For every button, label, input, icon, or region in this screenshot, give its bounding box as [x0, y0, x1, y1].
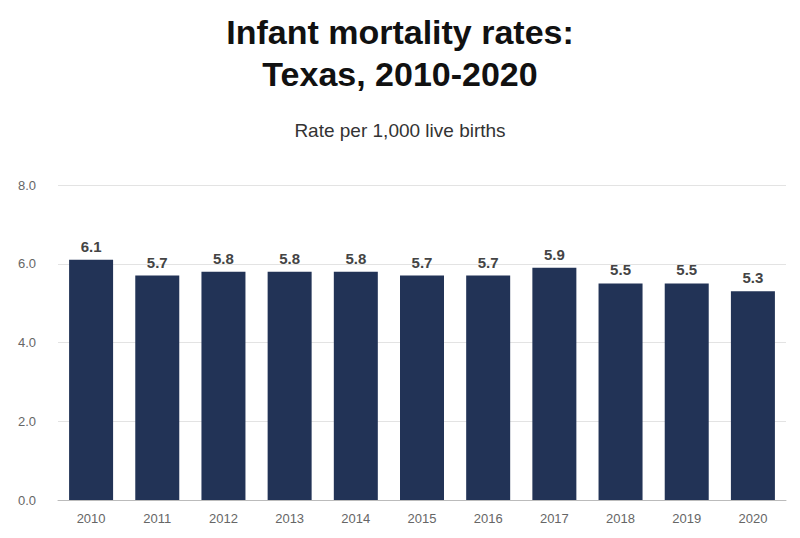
svg-text:5.7: 5.7: [147, 254, 168, 271]
svg-text:5.7: 5.7: [412, 254, 433, 271]
svg-text:5.8: 5.8: [345, 250, 366, 267]
svg-text:Texas, 2010-2020: Texas, 2010-2020: [262, 55, 537, 93]
svg-text:2017: 2017: [540, 511, 569, 526]
svg-text:2013: 2013: [275, 511, 304, 526]
svg-text:5.7: 5.7: [478, 254, 499, 271]
svg-text:2019: 2019: [672, 511, 701, 526]
svg-text:2018: 2018: [606, 511, 635, 526]
svg-text:5.8: 5.8: [213, 250, 234, 267]
svg-text:8.0: 8.0: [18, 178, 36, 193]
svg-text:5.5: 5.5: [610, 261, 631, 278]
svg-text:5.5: 5.5: [676, 261, 697, 278]
svg-text:5.3: 5.3: [742, 269, 763, 286]
svg-text:5.9: 5.9: [544, 246, 565, 263]
svg-text:6.1: 6.1: [81, 238, 102, 255]
svg-text:2012: 2012: [209, 511, 238, 526]
svg-text:2016: 2016: [474, 511, 503, 526]
svg-text:4.0: 4.0: [18, 335, 36, 350]
svg-text:0.0: 0.0: [18, 493, 36, 508]
svg-text:2.0: 2.0: [18, 414, 36, 429]
svg-text:2015: 2015: [408, 511, 437, 526]
svg-text:6.0: 6.0: [18, 256, 36, 271]
svg-text:2014: 2014: [341, 511, 370, 526]
svg-text:5.8: 5.8: [279, 250, 300, 267]
svg-text:Rate per 1,000 live births: Rate per 1,000 live births: [294, 120, 505, 141]
svg-text:Infant mortality rates:: Infant mortality rates:: [226, 13, 574, 51]
svg-text:2010: 2010: [77, 511, 106, 526]
svg-text:2020: 2020: [738, 511, 767, 526]
svg-text:2011: 2011: [143, 511, 171, 526]
